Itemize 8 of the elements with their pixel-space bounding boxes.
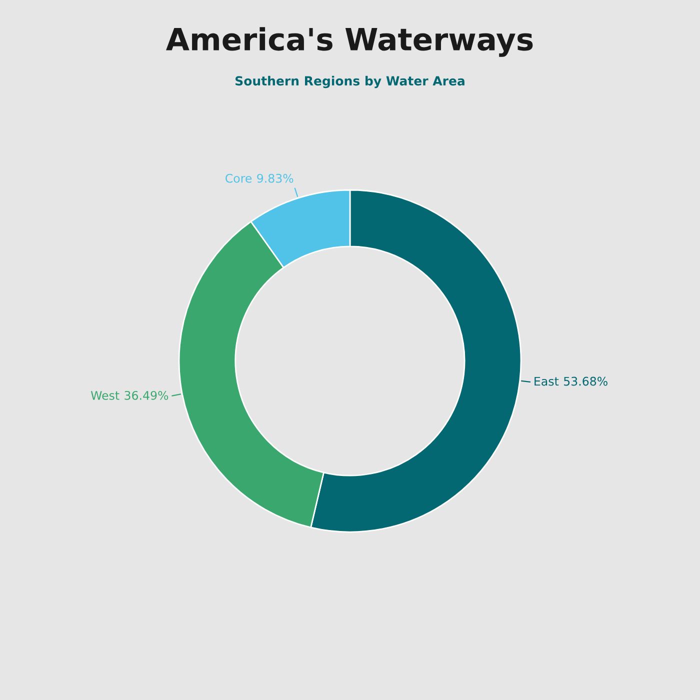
chart-subtitle: Southern Regions by Water Area: [235, 76, 464, 88]
data-label: 9.83%: [257, 174, 294, 183]
data-label: 36.49%: [124, 390, 168, 400]
chart-title: America's Waterways: [166, 27, 533, 57]
slice-label: East: [534, 376, 559, 386]
slice-label: Core: [226, 174, 252, 183]
data-label: 53.68%: [564, 376, 608, 386]
slice-label: West: [90, 391, 120, 400]
